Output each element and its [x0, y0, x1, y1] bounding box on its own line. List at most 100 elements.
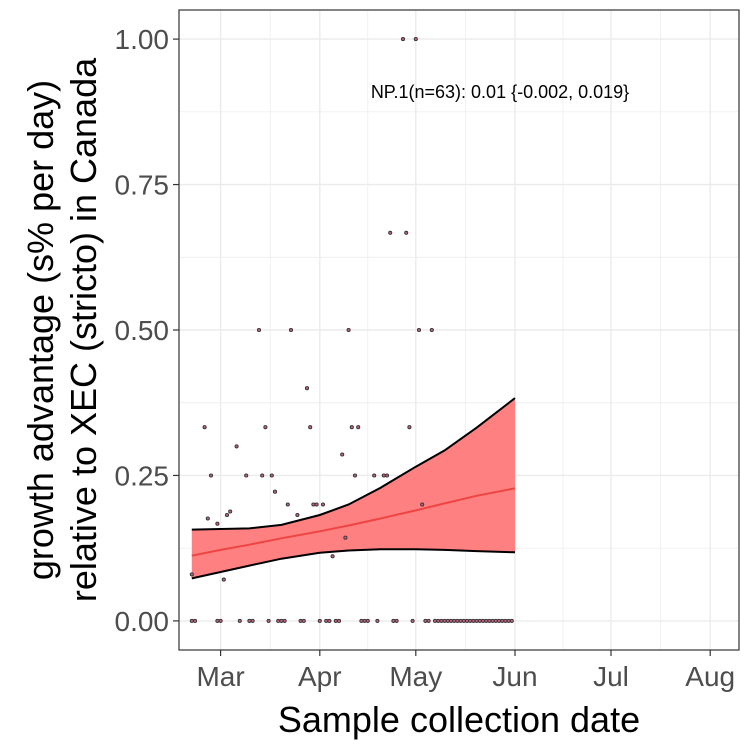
data-point [436, 618, 441, 623]
data-point [458, 618, 463, 623]
axis-ticks: 0.00 0.25 0.50 0.75 1.00 Mar Apr May Jun Jul Aug [115, 24, 736, 692]
data-point [420, 502, 425, 507]
data-point [452, 618, 457, 623]
data-point [301, 618, 306, 623]
y-tick-label: 0.50 [115, 315, 170, 346]
confidence-band-area [191, 398, 516, 579]
data-point [189, 618, 194, 623]
data-point [477, 618, 482, 623]
data-point [391, 618, 396, 623]
data-point [218, 618, 223, 623]
data-point [279, 618, 284, 623]
data-points [189, 37, 514, 623]
data-point [298, 618, 303, 623]
data-point [260, 473, 265, 478]
data-point [320, 502, 326, 507]
data-point [394, 618, 399, 623]
data-point [272, 489, 278, 494]
data-point [445, 618, 450, 623]
data-point [192, 618, 198, 623]
data-point [448, 618, 454, 623]
data-point [250, 618, 255, 623]
y-axis-title-line-1: growth advantage (s% per day) [20, 80, 61, 580]
fit-line [191, 487, 516, 557]
data-point [266, 618, 271, 623]
data-point [311, 502, 316, 507]
data-point [215, 618, 220, 623]
data-point [314, 502, 319, 507]
data-point [282, 618, 287, 623]
data-point [285, 502, 290, 507]
y-tick-label: 0.00 [115, 606, 170, 637]
y-axis-title: growth advantage (s% per day) relative t… [20, 57, 104, 602]
data-point [256, 327, 262, 333]
data-point [340, 452, 345, 457]
data-point [455, 618, 460, 623]
data-point [372, 473, 377, 478]
data-point [224, 512, 230, 518]
x-tick-label: Aug [685, 661, 735, 692]
data-point [330, 554, 335, 559]
data-point [400, 37, 406, 42]
x-tick-label: May [389, 661, 442, 692]
data-point [426, 618, 431, 623]
data-point [215, 521, 220, 526]
data-point [327, 618, 332, 623]
data-point [288, 327, 294, 333]
data-point [471, 618, 476, 623]
data-point [208, 473, 214, 478]
data-point [349, 425, 354, 430]
data-point [509, 618, 514, 623]
data-point [263, 425, 268, 430]
data-point [413, 37, 418, 42]
data-point [375, 618, 380, 623]
y-tick-label: 1.00 [115, 24, 170, 55]
data-point [244, 473, 249, 478]
data-point [308, 425, 313, 430]
data-point [362, 618, 367, 623]
data-point [356, 425, 361, 430]
data-point [247, 618, 252, 623]
confidence-band [191, 397, 516, 580]
x-tick-label: Mar [196, 661, 244, 692]
data-point [234, 444, 239, 449]
data-point [336, 618, 342, 623]
x-axis-title: Sample collection date [278, 699, 640, 740]
data-point [442, 618, 447, 623]
annotation-label: NP.1(n=63): 0.01 {-0.002, 0.019} [371, 82, 629, 102]
data-point [352, 473, 358, 478]
data-point [228, 509, 233, 514]
lower-bound-line [191, 548, 516, 580]
data-point [346, 327, 351, 333]
upper-bound-line [191, 397, 516, 531]
data-point [416, 327, 422, 333]
data-point [381, 473, 386, 478]
x-tick-label: Jul [593, 661, 629, 692]
data-point [189, 572, 194, 577]
data-point [205, 516, 210, 521]
y-tick-label: 0.25 [115, 460, 170, 491]
data-point [429, 327, 434, 333]
data-point [410, 618, 415, 623]
data-point [359, 618, 364, 623]
y-axis-title-line-2: relative to XEC (stricto) in Canada [63, 57, 104, 602]
data-point [480, 618, 486, 623]
data-point [407, 425, 412, 430]
data-point [506, 618, 511, 623]
data-point [487, 618, 492, 623]
data-point [490, 618, 495, 623]
data-point [343, 535, 348, 540]
data-point [237, 618, 242, 623]
data-point [464, 618, 470, 623]
x-tick-label: Apr [298, 661, 342, 692]
data-point [202, 425, 207, 430]
data-point [388, 230, 393, 235]
data-point [295, 512, 300, 518]
data-point [461, 618, 466, 623]
x-tick-label: Jun [492, 661, 537, 692]
data-point [439, 618, 444, 623]
data-point [432, 618, 438, 623]
data-point [384, 473, 390, 478]
data-point [474, 618, 479, 623]
